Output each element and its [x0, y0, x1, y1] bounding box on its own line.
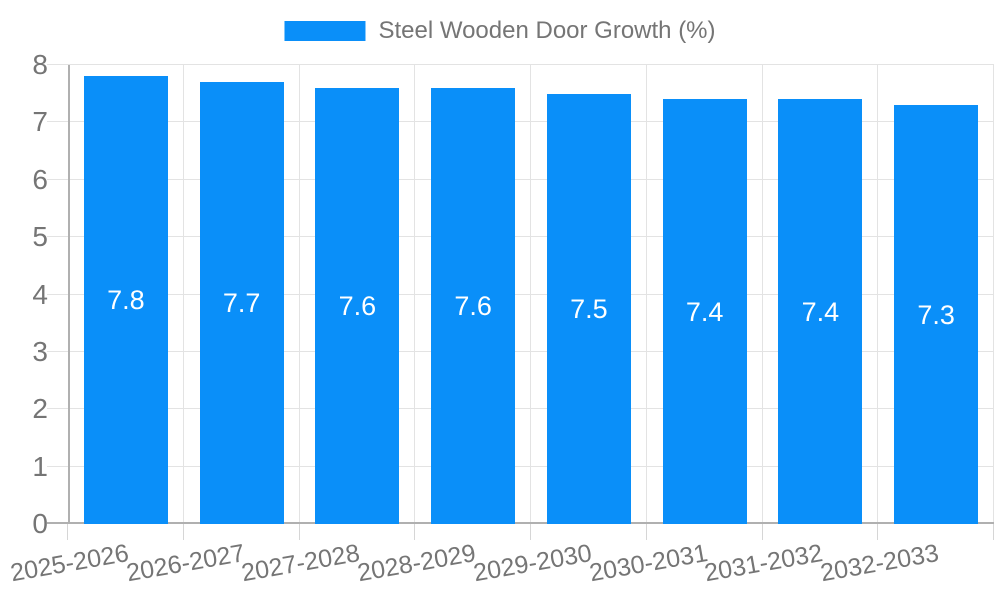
bar-value-label: 7.7: [222, 288, 261, 319]
x-axis-tick: [182, 524, 184, 540]
gridline-horizontal: [47, 236, 994, 238]
gridline-vertical: [182, 65, 184, 524]
chart-legend[interactable]: Steel Wooden Door Growth (%): [284, 17, 716, 45]
gridline-vertical: [877, 65, 879, 524]
gridline-horizontal: [47, 178, 994, 180]
bar[interactable]: [83, 76, 168, 524]
gridline-vertical: [414, 65, 416, 524]
x-axis-line: [47, 522, 994, 524]
bar[interactable]: [431, 87, 516, 524]
x-axis-tick: [67, 524, 68, 540]
bar-value-label: 7.4: [685, 296, 724, 327]
legend-label: Steel Wooden Door Growth (%): [378, 17, 716, 44]
gridline-horizontal: [47, 293, 994, 295]
bar[interactable]: [894, 105, 979, 524]
bar-value-label: 7.6: [338, 290, 377, 321]
legend-swatch: [284, 21, 366, 41]
x-axis-tick: [298, 524, 300, 540]
gridline-horizontal: [47, 408, 994, 410]
y-tick-label: 0: [32, 508, 48, 539]
bar[interactable]: [199, 82, 284, 524]
bar-value-label: 7.6: [454, 290, 492, 321]
plot-area: 0 1 2 3 4 5 6 7 8 7.8 2025-2026 7.7 2026-2027 7.6 2027…: [8, 49, 994, 587]
x-axis-tick: [761, 524, 763, 540]
x-axis-tick: [414, 524, 416, 540]
gridline-horizontal: [47, 64, 994, 65]
bar-value-label: 7.5: [570, 293, 608, 324]
y-tick-label: 7: [32, 106, 48, 138]
x-axis-tick: [877, 524, 879, 540]
bar[interactable]: [546, 93, 631, 524]
gridline-vertical: [993, 65, 994, 524]
bar[interactable]: [315, 87, 400, 524]
gridline-horizontal: [47, 465, 994, 467]
y-tick-label: 8: [32, 49, 48, 80]
x-axis-tick: [645, 524, 647, 540]
gridline-vertical: [298, 65, 300, 524]
gridline-vertical: [645, 65, 647, 524]
y-tick-label: 1: [32, 450, 48, 482]
x-axis-tick: [530, 524, 531, 540]
y-tick-label: 4: [32, 278, 48, 310]
y-tick-label: 5: [32, 221, 48, 253]
y-tick-label: 3: [32, 335, 48, 367]
bar-value-label: 7.4: [801, 296, 840, 327]
gridline-vertical: [530, 65, 531, 524]
bar[interactable]: [662, 99, 747, 524]
gridline-horizontal: [47, 121, 994, 123]
bar-value-label: 7.8: [107, 285, 145, 316]
bar-value-label: 7.3: [917, 299, 955, 330]
bar[interactable]: [778, 99, 863, 524]
y-tick-label: 6: [32, 163, 48, 195]
x-axis-tick: [993, 524, 994, 540]
gridline-vertical: [761, 65, 763, 524]
y-axis-line: [68, 65, 70, 524]
y-tick-label: 2: [32, 393, 48, 425]
gridline-horizontal: [47, 350, 994, 352]
